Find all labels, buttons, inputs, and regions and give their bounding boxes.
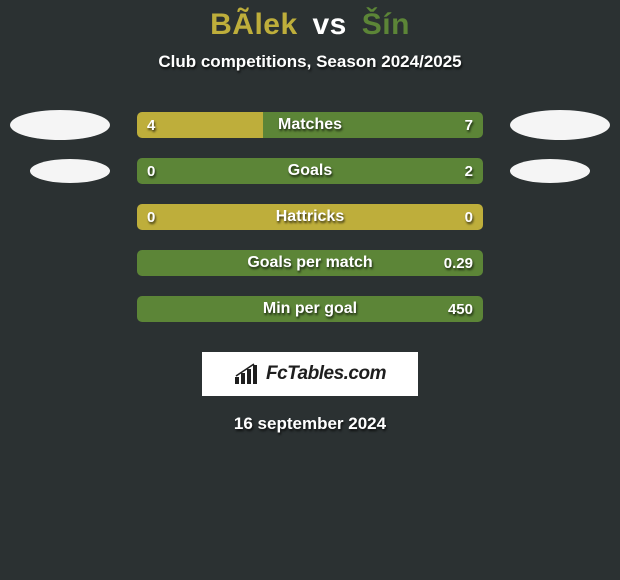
stat-value-player2: 450: [448, 296, 473, 322]
stat-value-player1: 0: [147, 204, 155, 230]
stat-bar: 02Goals: [137, 158, 483, 184]
spacer: [10, 248, 110, 278]
spacer: [10, 202, 110, 232]
player1-name: BÃ­lek: [210, 8, 298, 41]
title-vs: vs: [307, 8, 353, 41]
player2-club-badge: [510, 110, 610, 140]
stat-value-player2: 7: [465, 112, 473, 138]
stat-rows: 47Matches02Goals00Hattricks0.29Goals per…: [0, 102, 620, 332]
stat-bar-player2: [263, 112, 483, 138]
stats-card: BÃ­lek vs Šín Club competitions, Season …: [0, 0, 620, 434]
stat-row: 0.29Goals per match: [0, 240, 620, 286]
stat-value-player2: 0.29: [444, 250, 473, 276]
footer-logo-text: FcTables.com: [266, 363, 386, 385]
subtitle: Club competitions, Season 2024/2025: [0, 52, 620, 72]
player1-club-badge: [30, 159, 110, 183]
player1-club-badge: [10, 110, 110, 140]
stat-bar-player2: [137, 250, 483, 276]
stat-bar-player2: [137, 158, 483, 184]
player2-name: Šín: [362, 8, 410, 41]
footer-logo[interactable]: FcTables.com: [202, 352, 418, 396]
page-title: BÃ­lek vs Šín: [0, 8, 620, 42]
spacer: [510, 248, 610, 278]
stat-bar-player1: [137, 112, 263, 138]
stat-row: 02Goals: [0, 148, 620, 194]
player2-club-badge: [510, 159, 590, 183]
stat-value-player1: 4: [147, 112, 155, 138]
bar-chart-icon: [234, 363, 260, 385]
stat-row: 00Hattricks: [0, 194, 620, 240]
stat-value-player2: 0: [465, 204, 473, 230]
stat-row: 47Matches: [0, 102, 620, 148]
spacer: [510, 202, 610, 232]
stat-bar: 47Matches: [137, 112, 483, 138]
stat-value-player2: 2: [465, 158, 473, 184]
stat-bar-player2: [137, 296, 483, 322]
stat-row: 450Min per goal: [0, 286, 620, 332]
stat-bar-player1: [137, 204, 483, 230]
footer-date: 16 september 2024: [0, 414, 620, 434]
spacer: [510, 294, 610, 324]
stat-value-player1: 0: [147, 158, 155, 184]
stat-bar: 00Hattricks: [137, 204, 483, 230]
stat-bar: 450Min per goal: [137, 296, 483, 322]
spacer: [10, 294, 110, 324]
stat-bar: 0.29Goals per match: [137, 250, 483, 276]
